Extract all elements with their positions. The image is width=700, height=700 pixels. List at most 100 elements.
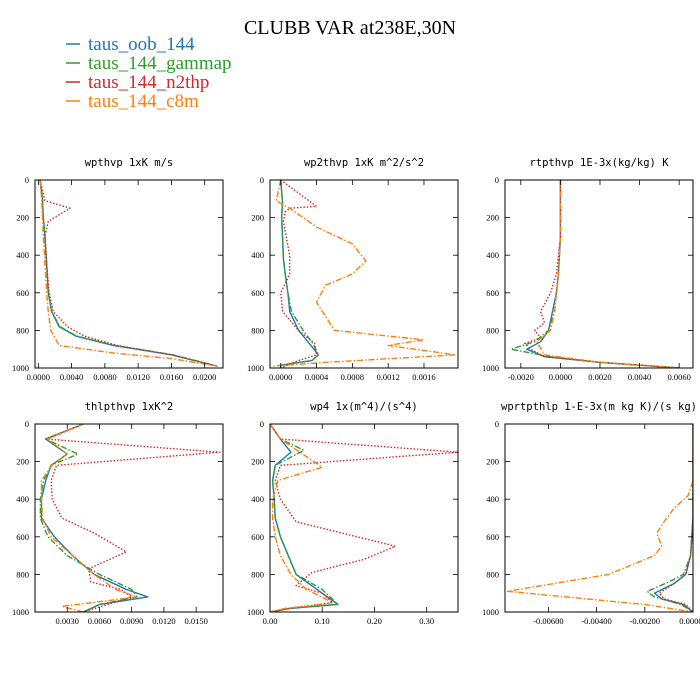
ytick-label-5-5: 1000: [482, 607, 499, 617]
series-line-2-1: [510, 180, 680, 368]
ytick-label-3-5: 1000: [12, 607, 29, 617]
ytick-label-0-2: 400: [16, 250, 29, 260]
panel-2-series: [510, 180, 680, 368]
ytick-label-4-5: 1000: [247, 607, 264, 617]
series-line-2-3: [535, 180, 680, 368]
series-line-0-0: [39, 180, 218, 367]
series-line-5-1: [646, 424, 693, 612]
series-line-5-2: [658, 424, 693, 612]
ytick-label-1-3: 600: [251, 288, 264, 298]
ytick-label-2-2: 400: [486, 250, 499, 260]
panel-title-0: wpthvp 1xK m/s: [85, 157, 174, 169]
xtick-label-3-0: 0.0030: [56, 616, 79, 626]
panel-title-1: wp2thvp 1xK m^2/s^2: [304, 157, 424, 169]
panel-title-3: thlpthvp 1xK^2: [85, 401, 174, 413]
xtick-label-0-1: 0.0040: [60, 372, 83, 382]
xtick-label-3-4: 0.0150: [184, 616, 207, 626]
ytick-label-2-5: 1000: [482, 363, 499, 373]
xtick-label-2-3: 0.0040: [628, 372, 651, 382]
xtick-label-4-2: 0.20: [367, 616, 382, 626]
series-line-3-2: [45, 424, 221, 612]
panel-3-series: [39, 424, 221, 612]
ytick-label-2-1: 200: [486, 213, 499, 223]
ytick-label-5-0: 0: [495, 419, 499, 429]
ytick-label-5-4: 800: [486, 569, 499, 579]
ytick-label-4-3: 600: [251, 532, 264, 542]
series-line-3-1: [39, 424, 138, 612]
legend-label-0: taus_oob_144: [88, 34, 195, 55]
ytick-label-1-1: 200: [251, 213, 264, 223]
series-line-1-2: [280, 180, 318, 368]
ytick-label-0-0: 0: [25, 175, 29, 185]
panel-1: wp2thvp 1xK m^2/s^2 0 200 400 600 800 1000 0.00…: [247, 157, 459, 382]
ytick-label-4-0: 0: [260, 419, 264, 429]
xtick-label-0-2: 0.0080: [93, 372, 116, 382]
ytick-label-5-1: 200: [486, 457, 499, 467]
series-line-4-2: [270, 424, 458, 612]
xtick-label-1-0: 0.0000: [269, 372, 292, 382]
panel-frame-4: [269, 423, 459, 613]
ytick-label-3-3: 600: [16, 532, 29, 542]
xtick-label-4-3: 0.30: [419, 616, 434, 626]
panel-frame-3: [34, 423, 224, 613]
legend: taus_oob_144taus_144_gammaptaus_144_n2th…: [66, 34, 232, 112]
xtick-label-2-0: -0.0020: [508, 372, 534, 382]
xtick-label-1-4: 0.0016: [412, 372, 435, 382]
legend-label-1: taus_144_gammap: [88, 53, 232, 74]
xtick-label-3-1: 0.0060: [88, 616, 111, 626]
xtick-label-2-1: 0.0000: [549, 372, 572, 382]
series-line-1-0: [280, 180, 320, 368]
series-line-3-3: [40, 424, 138, 612]
ytick-label-2-0: 0: [495, 175, 499, 185]
xtick-label-2-4: 0.0060: [667, 372, 690, 382]
xtick-label-5-2: -0.00200: [630, 616, 660, 626]
ytick-label-4-1: 200: [251, 457, 264, 467]
xtick-label-3-3: 0.0120: [152, 616, 175, 626]
panel-2: rtpthvp 1E-3x(kg/kg) K 0 200 400 600 800 1000-…: [482, 157, 694, 382]
xtick-label-2-2: 0.0020: [588, 372, 611, 382]
panel-5: wprtpthlp 1-E-3x(m kg K)/(s kg)0 200 400 60…: [482, 401, 700, 626]
ytick-label-1-2: 400: [251, 250, 264, 260]
panel-3: thlpthvp 1xK^2 0 200 400 600 800 1000 0.0030 0.0…: [12, 401, 224, 626]
series-line-2-2: [524, 180, 680, 368]
ytick-label-4-2: 400: [251, 494, 264, 504]
ytick-label-1-0: 0: [260, 175, 264, 185]
series-line-4-3: [270, 424, 334, 612]
ytick-label-2-4: 800: [486, 325, 499, 335]
ytick-label-1-4: 800: [251, 325, 264, 335]
ytick-label-5-3: 600: [486, 532, 499, 542]
ytick-label-3-2: 400: [16, 494, 29, 504]
series-line-4-0: [270, 424, 339, 612]
ytick-label-5-2: 400: [486, 494, 499, 504]
ytick-label-3-4: 800: [16, 569, 29, 579]
panel-frame-5: [504, 423, 694, 613]
panel-title-2: rtpthvp 1E-3x(kg/kg) K: [529, 157, 669, 169]
ytick-label-3-1: 200: [16, 457, 29, 467]
xtick-label-4-1: 0.10: [315, 616, 330, 626]
xtick-label-0-5: 0.0200: [193, 372, 216, 382]
ytick-label-0-5: 1000: [12, 363, 29, 373]
xtick-label-0-3: 0.0120: [126, 372, 149, 382]
xtick-label-5-1: -0.00400: [581, 616, 611, 626]
legend-label-2: taus_144_n2thp: [88, 72, 209, 93]
figure-title: CLUBB VAR at238E,30N: [244, 17, 456, 39]
series-line-4-1: [270, 424, 339, 612]
series-line-1-1: [280, 180, 320, 368]
xtick-label-4-0: 0.00: [263, 616, 278, 626]
series-line-1-3: [271, 180, 457, 367]
panel-frame-2: [504, 179, 694, 369]
xtick-label-1-3: 0.0012: [376, 372, 399, 382]
ytick-label-4-4: 800: [251, 569, 264, 579]
xtick-label-5-0: -0.00600: [533, 616, 563, 626]
ytick-label-3-0: 0: [25, 419, 29, 429]
xtick-label-0-4: 0.0160: [160, 372, 183, 382]
panel-title-4: wp4 1x(m^4)/(s^4): [310, 401, 417, 413]
series-line-0-2: [39, 180, 218, 367]
series-line-0-1: [39, 180, 218, 367]
series-line-3-0: [40, 424, 149, 612]
xtick-label-3-2: 0.0090: [120, 616, 143, 626]
